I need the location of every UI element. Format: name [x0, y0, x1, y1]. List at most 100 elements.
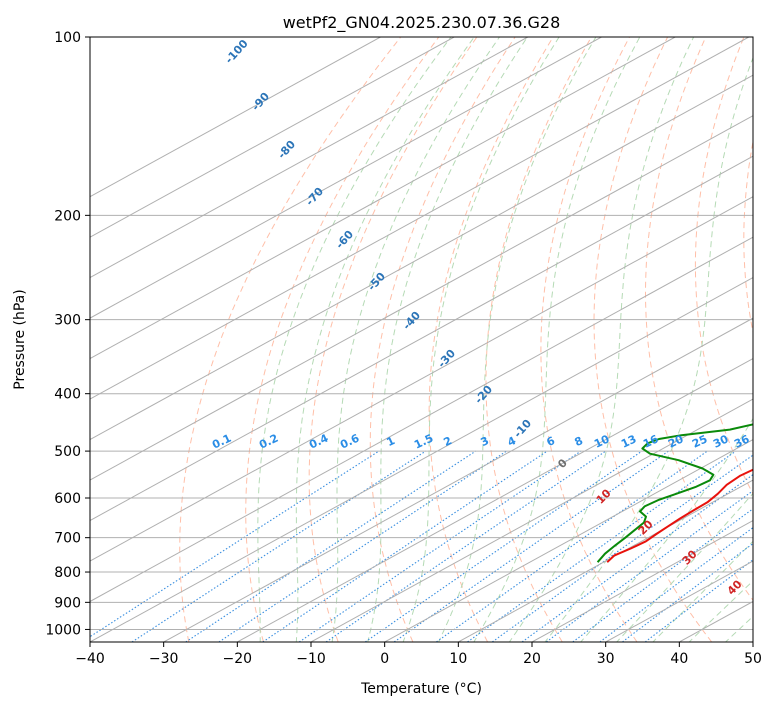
dry-adiabat-line	[645, 37, 753, 602]
x-tick-label: −20	[223, 651, 253, 667]
mixing-ratio-label: 0.2	[257, 432, 280, 452]
moist-adiabat-line	[295, 37, 475, 642]
mixing-ratio-line	[393, 450, 669, 642]
dry-adiabat-label: -80	[275, 138, 298, 162]
mixing-ratio-line	[436, 450, 708, 642]
mixing-ratio-line	[467, 450, 737, 642]
dry-adiabat-line	[485, 37, 592, 642]
x-tick-label: −30	[149, 651, 179, 667]
mixing-ratio-label: 10	[592, 432, 612, 450]
dewpoint-curve	[596, 423, 753, 563]
mixing-ratio-label: 30	[711, 432, 731, 450]
mixing-ratio-line	[298, 450, 582, 642]
dry-adiabat-label: -50	[365, 270, 388, 294]
mixing-ratio-label: 36	[732, 432, 752, 450]
dry-adiabat-label: -20	[472, 383, 495, 407]
y-tick-label: 400	[54, 387, 81, 403]
mixing-ratio-line	[545, 490, 753, 642]
isotherm-line	[90, 37, 602, 319]
mixing-ratio-label: 1	[385, 434, 397, 449]
isotherm-line	[384, 439, 753, 642]
isotherm-line	[90, 37, 529, 279]
moist-adiabat-line	[544, 56, 753, 642]
mixing-ratio-line	[572, 508, 753, 642]
mixing-ratio-label: 0.6	[338, 431, 361, 451]
mixing-ratio-line	[521, 473, 753, 642]
mixing-ratio-label: 13	[619, 432, 638, 450]
axes: −40 −30 −20 −10 0 10 20 30 40 5010020030040050060…	[45, 30, 762, 667]
mixing-ratio-line	[90, 450, 380, 638]
y-axis-label: Pressure (hPa)	[12, 289, 28, 389]
isotherm-line	[90, 236, 753, 603]
mixing-ratio-label: 25	[690, 432, 709, 450]
dry-adiabat-label: -30	[435, 347, 458, 371]
dry-adiabat-line	[694, 37, 753, 495]
isotherm-line	[90, 277, 753, 642]
isotherm-line	[163, 317, 753, 642]
temperature-curve	[606, 468, 753, 563]
dry-adiabat-line	[743, 138, 753, 335]
mixing-ratio-label: 8	[573, 434, 585, 449]
moist-adiabat-line	[473, 37, 641, 642]
x-tick-label: 50	[744, 651, 762, 667]
x-tick-label: 0	[380, 651, 389, 667]
y-tick-label: 1000	[45, 622, 81, 638]
moist-adiabat-line	[437, 37, 597, 642]
isotherm-line	[237, 358, 753, 642]
isotherm-line	[458, 479, 753, 642]
dry-adiabat-line	[245, 37, 440, 642]
x-tick-label: 10	[449, 651, 467, 667]
dry-adiabat-line	[540, 37, 638, 642]
mixing-ratio-line	[325, 450, 607, 642]
moist-adiabat-label: 10	[594, 486, 614, 506]
dry-adiabat-label: -100	[223, 37, 251, 66]
dry-adiabat-line	[428, 37, 554, 642]
mixing-ratio-label: 0.1	[210, 432, 233, 452]
grid-lines	[90, 37, 753, 642]
mixing-ratio-label: 1.5	[412, 432, 435, 452]
moist-adiabat-line	[724, 615, 753, 642]
dry-adiabat-label: -90	[249, 90, 272, 114]
y-tick-label: 500	[54, 444, 81, 460]
dry-adiabat-label: -40	[400, 309, 423, 333]
moist-adiabat-label: 40	[725, 577, 745, 597]
mixing-ratio-line	[131, 450, 427, 642]
x-tick-label: −40	[75, 651, 105, 667]
x-tick-label: 20	[523, 651, 541, 667]
y-tick-label: 800	[54, 565, 81, 581]
isotherm-line	[90, 196, 753, 562]
isotherm-line	[531, 519, 753, 642]
moist-adiabat-line	[402, 37, 560, 642]
dry-adiabat-label: -70	[303, 185, 326, 209]
y-tick-label: 700	[54, 531, 81, 547]
mixing-ratio-label: 6	[545, 434, 558, 449]
isotherm-line	[90, 37, 455, 238]
isotherm-line	[90, 115, 753, 481]
mixing-ratio-label: 16	[641, 432, 661, 450]
isotherm-line	[310, 398, 753, 642]
y-tick-label: 100	[54, 30, 81, 46]
mixing-ratio-line	[218, 450, 507, 642]
dry-adiabat-label: -60	[333, 228, 356, 252]
moist-adiabat-line	[367, 37, 528, 642]
y-tick-label: 200	[54, 208, 81, 224]
mixing-ratio-line	[622, 542, 753, 642]
y-tick-label: 600	[54, 491, 81, 507]
dry-adiabat-line	[369, 37, 516, 642]
dry-adiabat-label: -10	[511, 417, 534, 441]
x-tick-label: 40	[670, 651, 688, 667]
plot-frame	[89, 36, 754, 643]
isotherm-line	[752, 641, 753, 642]
dry-adiabat-line	[593, 37, 713, 642]
sounding-curves	[596, 423, 753, 563]
x-axis-label: Temperature (°C)	[360, 681, 482, 697]
moist-adiabat-line	[580, 417, 753, 642]
moist-adiabat-line	[331, 37, 500, 642]
moist-adiabat-label: 0	[555, 456, 570, 471]
isotherm-line	[90, 37, 381, 198]
moist-adiabat-line	[257, 37, 452, 642]
isotherm-line	[90, 37, 750, 400]
background-lines	[90, 37, 753, 642]
mixing-ratio-label: 20	[666, 432, 686, 450]
